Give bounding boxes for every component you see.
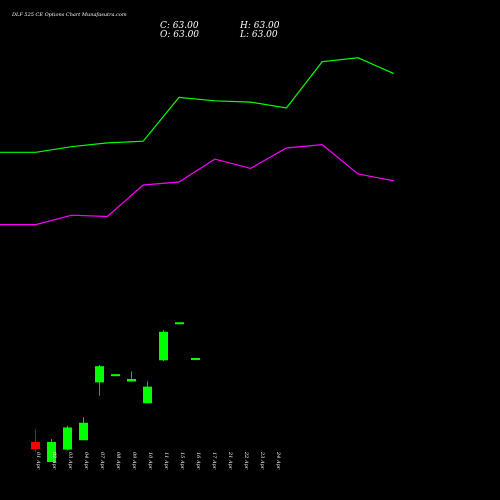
candle-body: [47, 441, 56, 462]
x-tick-label: 02 Apr: [51, 452, 57, 470]
candle-body: [31, 441, 40, 450]
high-value: H: 63.00: [239, 21, 280, 31]
candle-11-apr: [159, 330, 168, 362]
indicator-lines: [0, 57, 395, 226]
x-tick-label: 09 Apr: [131, 452, 137, 470]
x-tick-label: 21 Apr: [227, 451, 233, 470]
x-tick-label: 03 Apr: [67, 452, 73, 470]
candle-01-apr: [31, 429, 40, 452]
candle-body: [79, 422, 88, 441]
x-tick-label: 17 Apr: [211, 452, 217, 470]
indicator-line-2: [0, 143, 394, 226]
x-tick-label: 07 Apr: [99, 452, 105, 470]
candle-15-apr: [175, 322, 184, 325]
x-tick-label: 01 Apr: [35, 452, 41, 470]
x-tick-label: 24 Apr: [275, 451, 281, 470]
x-tick-label: 10 Apr: [147, 452, 153, 470]
candle-16-apr: [191, 357, 200, 360]
candle-body: [175, 322, 184, 325]
candle-08-apr: [111, 374, 120, 377]
candle-10-apr: [143, 381, 152, 404]
candle-body: [159, 331, 168, 361]
close-value: C: 63.00: [160, 21, 199, 31]
x-tick-label: 15 Apr: [179, 452, 185, 470]
x-axis-ticks: 01 Apr 02 Apr 03 Apr 04 Apr 07 Apr 08 Apr 09 A…: [35, 451, 281, 470]
x-tick-label: 08 Apr: [115, 452, 121, 470]
x-tick-label: 22 Apr: [243, 451, 249, 470]
x-tick-label: 16 Apr: [195, 452, 201, 470]
candle-body: [95, 366, 104, 383]
chart-title: DLF 525 CE Options Chart Munafasutra.com: [11, 12, 127, 18]
candle-02-apr: [47, 438, 56, 462]
candle-body: [191, 357, 200, 360]
low-value: L: 63.00: [239, 30, 278, 40]
open-value: O: 63.00: [160, 30, 199, 40]
candle-body: [111, 374, 120, 377]
candle-07-apr: [95, 364, 104, 396]
x-tick-label: 11 Apr: [163, 452, 169, 470]
candles: [31, 322, 200, 462]
candle-09-apr: [127, 371, 136, 382]
x-tick-label: 23 Apr: [259, 451, 265, 470]
candle-04-apr: [79, 417, 88, 441]
candle-03-apr: [63, 425, 72, 451]
x-tick-label: 04 Apr: [83, 452, 89, 470]
candle-body: [143, 386, 152, 404]
indicator-line-1: [0, 57, 395, 153]
candle-body: [63, 427, 72, 450]
candle-body: [127, 378, 136, 382]
